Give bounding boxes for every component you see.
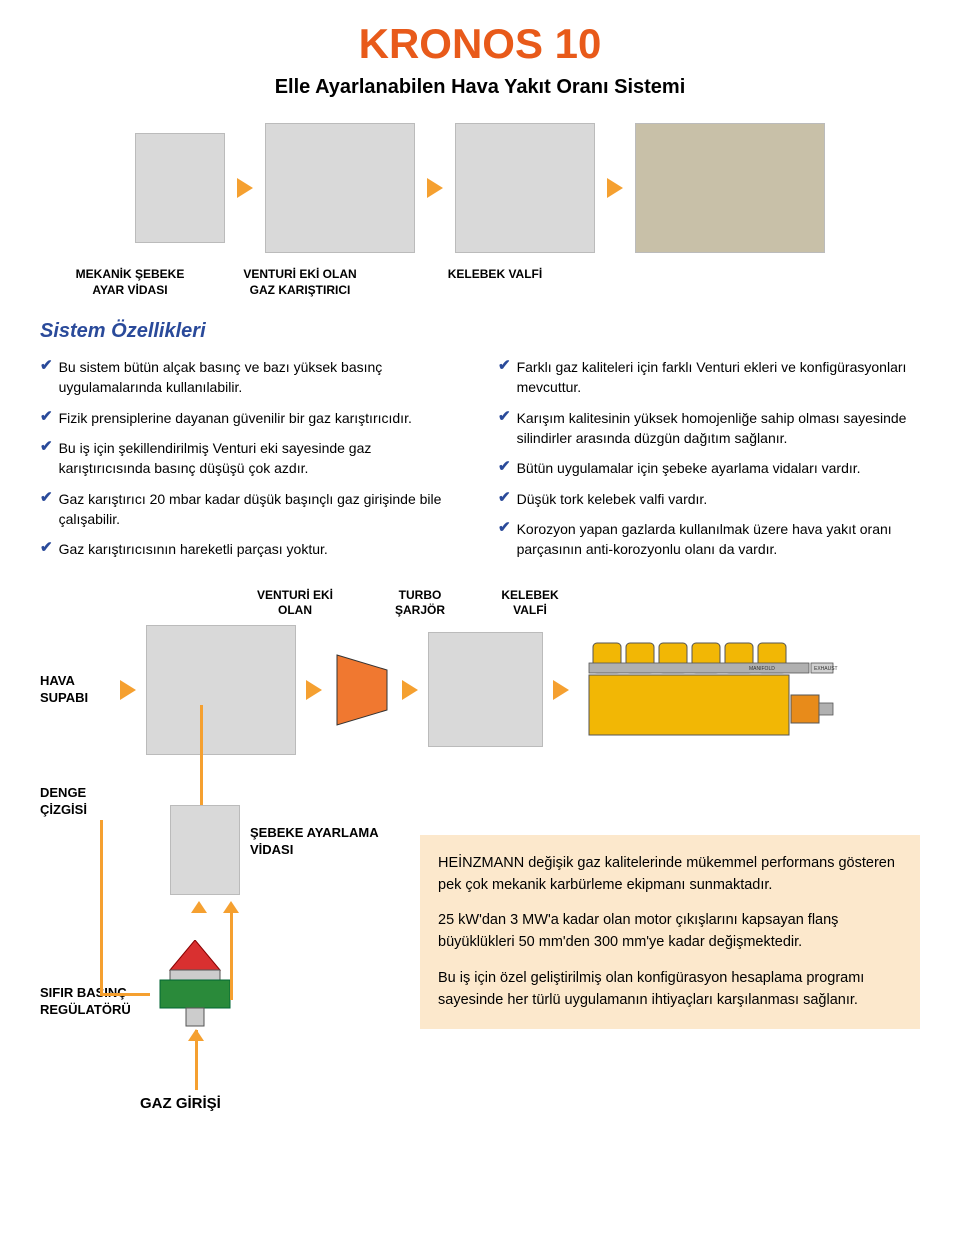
- feature-bullet: ✔Korozyon yapan gazlarda kullanılmak üze…: [498, 519, 920, 560]
- mixer-image: [146, 625, 296, 755]
- label-denge: DENGEÇİZGİSİ: [40, 785, 87, 819]
- label-sifir: SIFIR BASINÇREGÜLATÖRÜ: [40, 985, 131, 1019]
- bullet-text: Fizik prensiplerine dayanan güvenilir bi…: [59, 408, 412, 428]
- top-component-row: [40, 123, 920, 253]
- lower-diagram: DENGEÇİZGİSİ ŞEBEKE AYARLAMAVİDASI SIFIR…: [40, 785, 400, 1145]
- features-columns: ✔Bu sistem bütün alçak basınç ve bazı yü…: [40, 357, 920, 569]
- label-kelebek: KELEBEKVALFİ: [470, 588, 590, 619]
- bullet-text: Gaz karıştırıcısının hareketli parçası y…: [59, 539, 328, 559]
- check-icon: ✔: [498, 519, 511, 560]
- feature-bullet: ✔ Düşük tork kelebek valfi vardır.: [498, 489, 920, 509]
- info-box: HEİNZMANN değişik gaz kalitelerinde müke…: [420, 835, 920, 1030]
- check-icon: ✔: [40, 489, 53, 530]
- check-icon: ✔: [40, 539, 53, 559]
- arrow-icon: [607, 178, 623, 198]
- mid-flow-row: HAVASUPABI MANIFOLD EXHAUST: [40, 625, 920, 755]
- page-title: KRONOS 10: [40, 20, 920, 68]
- bullet-text: Bu iş için şekillendirilmiş Venturi eki …: [59, 438, 462, 479]
- engine-photo: [635, 123, 825, 253]
- arrow-icon: [306, 680, 322, 700]
- label-hava-supabi: HAVASUPABI: [40, 673, 110, 707]
- bullet-text: Korozyon yapan gazlarda kullanılmak üzer…: [517, 519, 920, 560]
- label-mechanical-screw: MEKANİK ŞEBEKEAYAR VİDASI: [70, 267, 190, 298]
- label-venturi-mixer: VENTURİ EKİ OLANGAZ KARIŞTIRICI: [210, 267, 390, 298]
- info-paragraph: Bu iş için özel geliştirilmiş olan konfi…: [438, 968, 902, 1012]
- check-icon: ✔: [498, 357, 511, 398]
- feature-bullet: ✔Karışım kalitesinin yüksek homojenliğe …: [498, 408, 920, 449]
- bullet-text: Bu sistem bütün alçak basınç ve bazı yük…: [59, 357, 462, 398]
- svg-text:MANIFOLD: MANIFOLD: [749, 666, 775, 672]
- check-icon: ✔: [40, 408, 53, 428]
- arrow-icon: [427, 178, 443, 198]
- turbo-icon: [332, 650, 392, 730]
- venturi-mixer-image: [265, 123, 415, 253]
- features-left-col: ✔Bu sistem bütün alçak basınç ve bazı yü…: [40, 357, 462, 569]
- arrow-icon: [553, 680, 569, 700]
- check-icon: ✔: [498, 458, 511, 478]
- feature-bullet: ✔Bu sistem bütün alçak basınç ve bazı yü…: [40, 357, 462, 398]
- label-turbo: TURBOŞARJÖR: [370, 588, 470, 619]
- label-sebeke: ŞEBEKE AYARLAMAVİDASI: [250, 825, 379, 859]
- section-heading: Sistem Özellikleri: [40, 320, 920, 343]
- regulator-icon: [150, 940, 240, 1030]
- arrow-icon: [237, 178, 253, 198]
- feature-bullet: ✔Bu iş için şekillendirilmiş Venturi eki…: [40, 438, 462, 479]
- bullet-text: Karışım kalitesinin yüksek homojenliğe s…: [517, 408, 920, 449]
- mid-labels-row: VENTURİ EKİOLAN TURBOŞARJÖR KELEBEKVALFİ: [40, 588, 920, 619]
- feature-bullet: ✔Gaz karıştırıcı 20 mbar kadar düşük baş…: [40, 489, 462, 530]
- feature-bullet: ✔ Bütün uygulamalar için şebeke ayarlama …: [498, 458, 920, 478]
- check-icon: ✔: [498, 489, 511, 509]
- bullet-text: Bütün uygulamalar için şebeke ayarlama v…: [517, 458, 861, 478]
- valve-image: [428, 632, 543, 747]
- adjust-screw-image: [170, 805, 240, 895]
- label-butterfly-valve: KELEBEK VALFİ: [420, 267, 570, 298]
- butterfly-valve-image: [455, 123, 595, 253]
- engine-diagram: MANIFOLD EXHAUST: [579, 635, 839, 745]
- check-icon: ✔: [498, 408, 511, 449]
- top-labels-row: MEKANİK ŞEBEKEAYAR VİDASI VENTURİ EKİ OL…: [40, 267, 920, 298]
- arrow-icon: [402, 680, 418, 700]
- info-box-container: HEİNZMANN değişik gaz kalitelerinde müke…: [420, 785, 920, 1145]
- svg-text:EXHAUST: EXHAUST: [814, 666, 838, 672]
- check-icon: ✔: [40, 438, 53, 479]
- page-subtitle: Elle Ayarlanabilen Hava Yakıt Oranı Sist…: [40, 76, 920, 99]
- bullet-text: Düşük tork kelebek valfi vardır.: [517, 489, 708, 509]
- mechanical-screw-image: [135, 133, 225, 243]
- arrow-icon: [120, 680, 136, 700]
- features-right-col: ✔Farklı gaz kaliteleri için farklı Ventu…: [498, 357, 920, 569]
- bullet-text: Farklı gaz kaliteleri için farklı Ventur…: [517, 357, 920, 398]
- feature-bullet: ✔ Gaz karıştırıcısının hareketli parçası …: [40, 539, 462, 559]
- lower-section: DENGEÇİZGİSİ ŞEBEKE AYARLAMAVİDASI SIFIR…: [40, 785, 920, 1145]
- label-venturi: VENTURİ EKİOLAN: [220, 588, 370, 619]
- feature-bullet: ✔Farklı gaz kaliteleri için farklı Ventu…: [498, 357, 920, 398]
- bullet-text: Gaz karıştırıcı 20 mbar kadar düşük başı…: [59, 489, 462, 530]
- info-paragraph: 25 kW'dan 3 MW'a kadar olan motor çıkışl…: [438, 910, 902, 954]
- info-paragraph: HEİNZMANN değişik gaz kalitelerinde müke…: [438, 853, 902, 897]
- feature-bullet: ✔ Fizik prensiplerine dayanan güvenilir b…: [40, 408, 462, 428]
- check-icon: ✔: [40, 357, 53, 398]
- label-gaz-girisi: GAZ GİRİŞİ: [140, 1095, 221, 1112]
